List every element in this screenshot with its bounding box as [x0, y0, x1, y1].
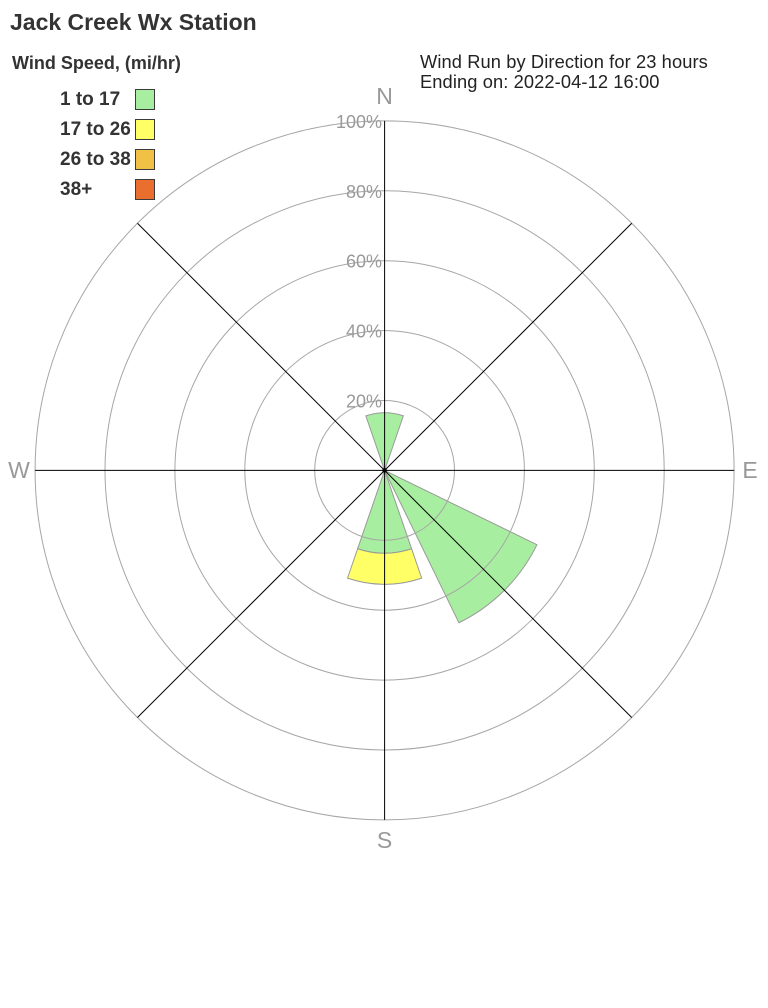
- svg-text:20%: 20%: [346, 392, 382, 412]
- svg-text:80%: 80%: [346, 182, 382, 202]
- svg-text:E: E: [742, 457, 757, 483]
- svg-text:N: N: [376, 83, 393, 109]
- svg-text:S: S: [377, 827, 392, 853]
- svg-text:60%: 60%: [346, 252, 382, 272]
- svg-text:W: W: [8, 457, 30, 483]
- svg-text:100%: 100%: [336, 112, 382, 132]
- svg-text:40%: 40%: [346, 322, 382, 342]
